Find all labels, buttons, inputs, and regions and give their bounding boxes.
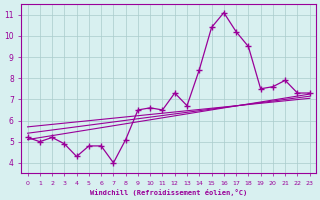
X-axis label: Windchill (Refroidissement éolien,°C): Windchill (Refroidissement éolien,°C)	[90, 189, 247, 196]
